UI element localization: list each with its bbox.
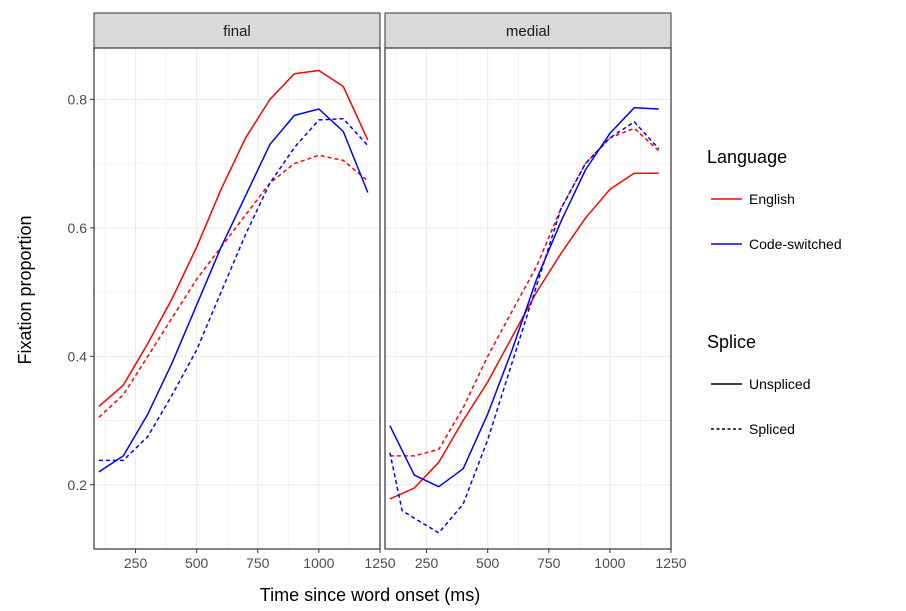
x-tick-label: 750 [246,555,270,571]
legend-splice: Splice Unspliced Spliced [707,332,810,437]
panels: final 250 500 750 1000 1250 medial 250 500 750 100… [93,12,687,571]
x-tick-label: 750 [537,555,561,571]
legend-label: English [749,191,795,207]
panel-background [94,48,380,549]
legend-title: Language [707,147,787,167]
legend-label: Spliced [749,421,795,437]
x-axis-title: Time since word onset (ms) [260,585,480,605]
x-tick-label: 250 [124,555,148,571]
line-english-spliced [98,154,369,418]
series-lines [389,106,660,534]
y-tick-label: 0.6 [68,220,88,236]
y-axis-title: Fixation proportion [15,215,35,364]
y-tick-label: 0.2 [68,477,88,493]
panel-final: final 250 500 750 1000 1250 [93,12,396,571]
legend-label: Unspliced [749,376,810,392]
x-tick-label: 1250 [655,555,686,571]
line-english-spliced [389,127,660,457]
facet-label: final [223,23,251,40]
y-axis: 0.2 0.4 0.6 0.8 [68,91,94,493]
legend: Language English Code-switched Splice Unspli… [707,147,842,437]
x-tick-label: 1000 [303,555,334,571]
facet-label: medial [506,23,550,40]
facet-strip [93,12,381,49]
legend-label: Code-switched [749,236,842,252]
line-code-switched-unspliced [389,106,659,488]
line-english-unspliced [98,69,369,407]
x-tick-label: 500 [185,555,209,571]
y-tick-label: 0.8 [68,91,88,107]
line-code-switched-spliced [98,117,369,462]
line-code-switched-unspliced [98,108,369,473]
series-lines [98,69,369,473]
x-tick-label: 1000 [594,555,625,571]
panel-background [385,48,671,549]
y-tick-label: 0.4 [68,348,88,364]
panel-border [93,47,381,550]
line-code-switched-spliced [389,121,660,534]
x-tick-label: 1250 [364,555,395,571]
legend-title: Splice [707,332,756,352]
x-tick-label: 500 [476,555,500,571]
panel-border [384,47,672,550]
x-tick-label: 250 [415,555,439,571]
facet-strip [384,12,672,49]
panel-medial: medial 250 500 750 1000 1250 [384,12,687,571]
legend-language: Language English Code-switched [707,147,842,252]
